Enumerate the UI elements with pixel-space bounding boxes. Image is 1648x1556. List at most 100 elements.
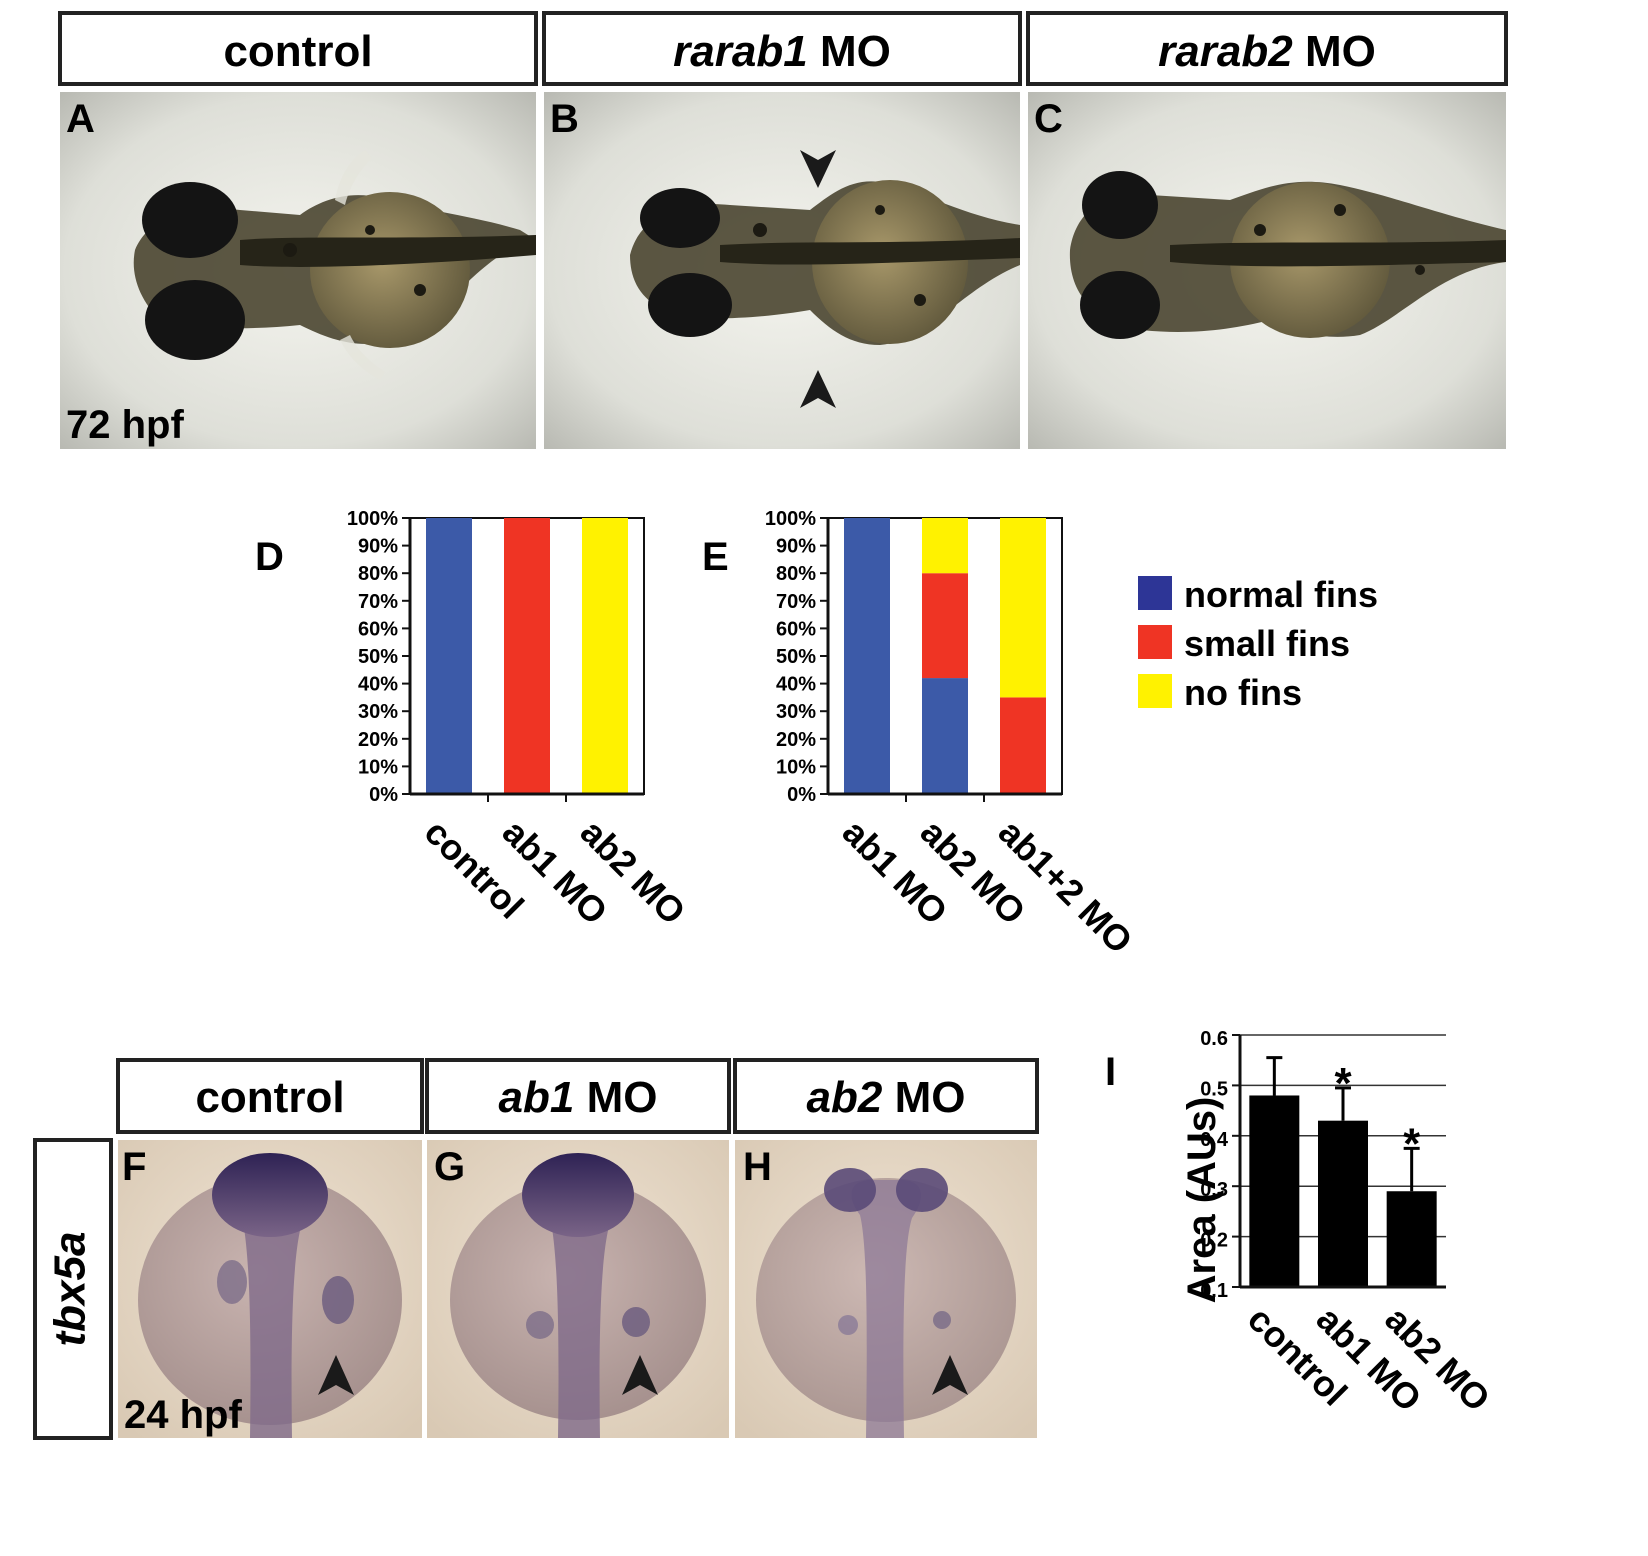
- arrowhead-up-icon: [932, 1355, 968, 1395]
- panel-c-label: C: [1034, 97, 1063, 141]
- panel-b-header: rarab1 MO: [673, 27, 891, 76]
- bar: [1386, 1191, 1437, 1287]
- panel-h: ab2 MO H: [733, 1058, 1039, 1438]
- bar-segment: [504, 518, 550, 794]
- bar-segment: [1000, 697, 1046, 794]
- y-tick-label: 0.6: [1200, 1028, 1228, 1050]
- panel-g-header-box: [425, 1058, 731, 1134]
- y-tick-label: 0.1: [1200, 1280, 1228, 1302]
- panel-h-label: H: [743, 1145, 772, 1189]
- bar-segment: [922, 678, 968, 794]
- chart-e-bars: [844, 518, 1046, 794]
- stage-label-72hpf: 72 hpf: [66, 403, 184, 447]
- y-tick-label: 70%: [776, 591, 816, 613]
- panel-b-label: B: [550, 97, 579, 141]
- chart-i-y-axis-label: Area (AUs): [1180, 1097, 1224, 1304]
- panel-d-label: D: [255, 535, 284, 579]
- chart-e-axes: [820, 517, 1062, 802]
- panel-f-label: F: [122, 1145, 146, 1189]
- arrowhead-up-icon: [318, 1355, 354, 1395]
- legend-swatch-normal: [1138, 576, 1172, 610]
- chart-d: D 0% 10% 20% 30% 40% 50% 60% 70% 80% 90% 100% cont…: [255, 508, 694, 932]
- side-label-box: [33, 1138, 113, 1440]
- y-tick-label: 60%: [358, 618, 398, 640]
- bar-segment: [844, 518, 890, 794]
- larva-72hpf-a: [133, 150, 536, 380]
- legend-label-small: small fins: [1184, 623, 1350, 664]
- arrowhead-down-icon: [800, 150, 836, 188]
- y-tick-label: 40%: [776, 674, 816, 696]
- larva-72hpf-b: [630, 180, 1020, 345]
- panel-a-label: A: [66, 97, 95, 141]
- panel-g-label: G: [434, 1145, 465, 1189]
- y-tick-label: 40%: [358, 674, 398, 696]
- y-tick-label: 60%: [776, 618, 816, 640]
- bar-segment: [922, 518, 968, 574]
- y-tick-label: 80%: [776, 563, 816, 585]
- y-tick-label: 0.3: [1200, 1179, 1228, 1201]
- panel-b: rarab1 MO B: [542, 11, 1022, 449]
- legend-label-normal: normal fins: [1184, 574, 1378, 615]
- panel-a: control A 72 hpf: [58, 11, 538, 449]
- bar-segment: [922, 573, 968, 679]
- panel-f-header-box: [116, 1058, 424, 1134]
- chart-e-y-ticks: 0% 10% 20% 30% 40% 50% 60% 70% 80% 90% 100%: [765, 508, 816, 806]
- y-tick-label: 80%: [358, 563, 398, 585]
- significance-marker: *: [1334, 1059, 1352, 1108]
- y-tick-label: 90%: [358, 536, 398, 558]
- panel-g-header: ab1 MO: [499, 1073, 658, 1122]
- panel-b-header-box: [542, 11, 1022, 86]
- y-tick-label: 90%: [776, 536, 816, 558]
- y-tick-label: 30%: [776, 701, 816, 723]
- chart-d-y-ticks: 0% 10% 20% 30% 40% 50% 60% 70% 80% 90% 100%: [347, 508, 398, 806]
- chart-e: E 0% 10% 20% 30% 40% 50% 60% 70% 80% 90% 100% ab1 …: [702, 508, 1141, 961]
- panel-a-header-box: [58, 11, 538, 86]
- chart-d-bars: [426, 518, 628, 794]
- panel-e-label: E: [702, 535, 729, 579]
- legend-swatch-none: [1138, 674, 1172, 708]
- y-tick-label: 20%: [358, 729, 398, 751]
- panel-i-label: I: [1105, 1050, 1116, 1094]
- bottom-row: tbx5a control F 24 hpf ab1 MO: [33, 1058, 1039, 1440]
- bar-segment: [1000, 518, 1046, 698]
- y-tick-label: 50%: [358, 646, 398, 668]
- panel-g: ab1 MO G: [425, 1058, 731, 1438]
- y-tick-label: 0%: [787, 784, 816, 806]
- y-tick-label: 50%: [776, 646, 816, 668]
- legend-label-none: no fins: [1184, 672, 1302, 713]
- chart-i: I Area (AUs) ** 0.10.20.30.40.50.6 contr…: [1105, 1028, 1498, 1419]
- bar-segment: [582, 518, 628, 794]
- bar-segment: [426, 518, 472, 794]
- panel-h-header-box: [733, 1058, 1039, 1134]
- panel-f-header: control: [195, 1073, 344, 1122]
- panel-a-header: control: [223, 27, 372, 76]
- y-tick-label: 100%: [765, 508, 816, 530]
- y-tick-label: 10%: [358, 756, 398, 778]
- chart-i-axes: [1232, 1034, 1446, 1289]
- side-label: tbx5a: [46, 1232, 95, 1347]
- y-tick-label: 0.4: [1200, 1129, 1229, 1151]
- arrowhead-up-icon: [622, 1355, 658, 1395]
- embryo-24hpf-f: [138, 1153, 402, 1438]
- larva-72hpf-c: [1069, 171, 1506, 339]
- panel-h-header: ab2 MO: [807, 1073, 966, 1122]
- panel-c-header: rarab2 MO: [1158, 27, 1376, 76]
- chart-d-axes: [402, 517, 644, 802]
- arrowhead-up-icon: [800, 370, 836, 408]
- panel-c-header-box: [1026, 11, 1508, 86]
- y-tick-label: 0%: [369, 784, 398, 806]
- top-row: control A 72 hpf rarab1 MO: [58, 11, 1508, 449]
- y-tick-label: 0.5: [1200, 1078, 1228, 1100]
- legend: normal fins small fins no fins: [1138, 574, 1378, 713]
- chart-i-y-ticks: 0.1 0.2 0.3 0.4 0.5 0.6: [1200, 1028, 1229, 1302]
- stage-label-24hpf: 24 hpf: [124, 1393, 242, 1437]
- legend-swatch-small: [1138, 625, 1172, 659]
- y-tick-label: 100%: [347, 508, 398, 530]
- y-tick-label: 20%: [776, 729, 816, 751]
- y-tick-label: 30%: [358, 701, 398, 723]
- y-tick-label: 10%: [776, 756, 816, 778]
